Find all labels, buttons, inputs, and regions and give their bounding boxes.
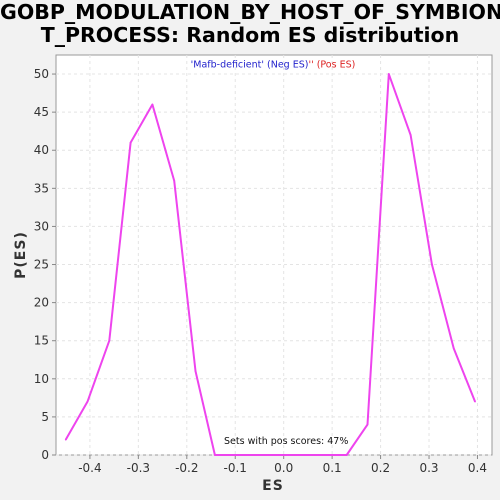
- chart-title-line-2: T_PROCESS: Random ES distribution: [40, 23, 460, 47]
- data-point: [452, 347, 455, 350]
- data-point: [431, 263, 433, 266]
- series-line: [64, 73, 476, 456]
- x-axis-label: ES: [262, 478, 284, 494]
- y-axis-label: P(ES): [13, 231, 29, 279]
- data-point: [64, 438, 67, 441]
- gridlines: [56, 55, 492, 456]
- data-point: [282, 454, 285, 456]
- data-point: [258, 454, 261, 456]
- legend: 'Mafb-deficient' (Neg ES)'' (Pos ES): [191, 60, 356, 71]
- y-tick-label: 25: [34, 258, 49, 272]
- data-point: [388, 73, 390, 75]
- chart-title-line-1: GOBP_MODULATION_BY_HOST_OF_SYMBION: [0, 0, 500, 24]
- x-tick-label: 0.3: [419, 461, 438, 475]
- y-tick-label: 20: [34, 296, 49, 310]
- x-tick-label: 0.0: [274, 461, 293, 475]
- data-point: [234, 454, 237, 456]
- x-tick-label: -0.4: [78, 461, 101, 475]
- data-point: [151, 103, 154, 106]
- pos-score-annotation: Sets with pos scores: 47%: [224, 436, 348, 447]
- chart-title: GOBP_MODULATION_BY_HOST_OF_SYMBION T_PRO…: [0, 1, 500, 47]
- x-tick-label: -0.2: [175, 461, 198, 475]
- y-tick-label: 0: [41, 448, 49, 462]
- y-tick-label: 10: [34, 372, 49, 386]
- data-point: [173, 179, 176, 182]
- y-axis-ticks: 0 5 10 15 20 25 30 35 40 45 50: [34, 67, 56, 462]
- data-point: [331, 454, 333, 456]
- data-point: [474, 400, 476, 403]
- y-tick-label: 5: [41, 410, 49, 424]
- data-point: [409, 134, 412, 136]
- data-point: [194, 370, 197, 372]
- data-point: [345, 454, 348, 456]
- legend-neg-label: 'Mafb-deficient' (Neg ES): [191, 60, 309, 71]
- plot-area: [55, 54, 493, 456]
- data-point: [366, 423, 369, 426]
- data-point: [86, 400, 89, 403]
- x-tick-label: -0.1: [224, 461, 247, 475]
- legend-pos-label: '' (Pos ES): [308, 60, 355, 71]
- y-tick-label: 35: [34, 181, 49, 195]
- y-tick-label: 50: [34, 67, 49, 81]
- data-point: [129, 141, 132, 144]
- data-point: [214, 454, 216, 456]
- x-tick-label: 0.4: [468, 461, 487, 475]
- x-tick-label: -0.3: [127, 461, 150, 475]
- x-tick-label: 0.1: [323, 461, 342, 475]
- y-tick-label: 45: [34, 105, 49, 119]
- data-point: [307, 454, 309, 456]
- y-tick-label: 15: [34, 334, 49, 348]
- x-axis-ticks: -0.4 -0.3 -0.2 -0.1 0.0 0.1 0.2 0.3 0.4: [78, 455, 487, 475]
- series-points: [64, 73, 476, 456]
- data-point: [108, 339, 111, 342]
- x-tick-label: 0.2: [371, 461, 390, 475]
- y-tick-label: 30: [34, 219, 49, 233]
- y-tick-label: 40: [34, 143, 49, 157]
